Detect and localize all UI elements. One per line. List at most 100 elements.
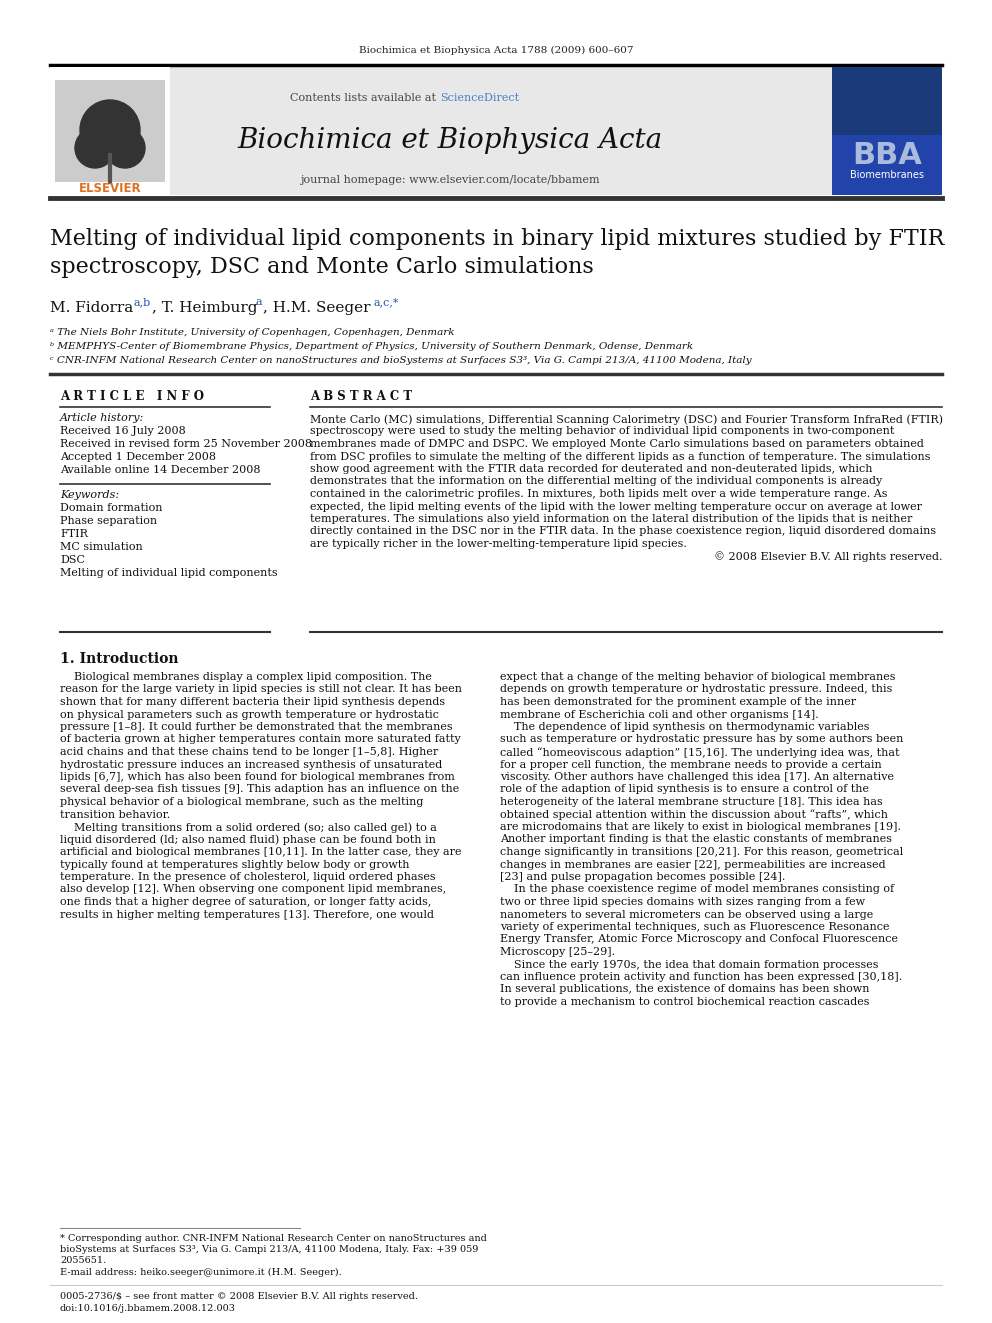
FancyBboxPatch shape [55, 79, 165, 183]
Text: Monte Carlo (MC) simulations, Differential Scanning Calorimetry (DSC) and Fourie: Monte Carlo (MC) simulations, Differenti… [310, 414, 943, 425]
Text: are typically richer in the lower-melting-temperature lipid species.: are typically richer in the lower-meltin… [310, 538, 686, 549]
Text: Keywords:: Keywords: [60, 490, 119, 500]
Text: changes in membranes are easier [22], permeabilities are increased: changes in membranes are easier [22], pe… [500, 860, 886, 869]
Text: hydrostatic pressure induces an increased synthesis of unsaturated: hydrostatic pressure induces an increase… [60, 759, 442, 770]
Text: [23] and pulse propagation becomes possible [24].: [23] and pulse propagation becomes possi… [500, 872, 786, 882]
Text: M. Fidorra: M. Fidorra [50, 302, 138, 315]
Text: Energy Transfer, Atomic Force Microscopy and Confocal Fluorescence: Energy Transfer, Atomic Force Microscopy… [500, 934, 898, 945]
Text: physical behavior of a biological membrane, such as the melting: physical behavior of a biological membra… [60, 796, 424, 807]
Text: lipids [6,7], which has also been found for biological membranes from: lipids [6,7], which has also been found … [60, 773, 455, 782]
Text: A R T I C L E   I N F O: A R T I C L E I N F O [60, 390, 204, 404]
Text: A B S T R A C T: A B S T R A C T [310, 390, 412, 404]
Text: 1. Introduction: 1. Introduction [60, 652, 179, 665]
Text: 0005-2736/$ – see front matter © 2008 Elsevier B.V. All rights reserved.: 0005-2736/$ – see front matter © 2008 El… [60, 1293, 418, 1301]
Text: a: a [255, 296, 262, 307]
Text: temperatures. The simulations also yield information on the lateral distribution: temperatures. The simulations also yield… [310, 515, 913, 524]
Text: Received in revised form 25 November 2008: Received in revised form 25 November 200… [60, 439, 312, 448]
Text: BBA: BBA [852, 140, 922, 169]
Text: acid chains and that these chains tend to be longer [1–5,8]. Higher: acid chains and that these chains tend t… [60, 747, 438, 757]
Circle shape [75, 128, 115, 168]
Text: show good agreement with the FTIR data recorded for deuterated and non-deuterate: show good agreement with the FTIR data r… [310, 464, 873, 474]
Text: artificial and biological membranes [10,11]. In the latter case, they are: artificial and biological membranes [10,… [60, 847, 461, 857]
Text: Biomembranes: Biomembranes [850, 169, 924, 180]
Text: variety of experimental techniques, such as Fluorescence Resonance: variety of experimental techniques, such… [500, 922, 890, 931]
Text: transition behavior.: transition behavior. [60, 810, 171, 819]
Text: Microscopy [25–29].: Microscopy [25–29]. [500, 947, 615, 957]
Text: directly contained in the DSC nor in the FTIR data. In the phase coexistence reg: directly contained in the DSC nor in the… [310, 527, 936, 537]
Text: Since the early 1970s, the idea that domain formation processes: Since the early 1970s, the idea that dom… [500, 959, 879, 970]
Text: Received 16 July 2008: Received 16 July 2008 [60, 426, 186, 437]
Text: Melting of individual lipid components in binary lipid mixtures studied by FTIR
: Melting of individual lipid components i… [50, 228, 944, 278]
Text: expect that a change of the melting behavior of biological membranes: expect that a change of the melting beha… [500, 672, 896, 681]
Text: to provide a mechanism to control biochemical reaction cascades: to provide a mechanism to control bioche… [500, 998, 870, 1007]
Text: Biochimica et Biophysica Acta 1788 (2009) 600–607: Biochimica et Biophysica Acta 1788 (2009… [359, 45, 633, 54]
Text: demonstrates that the information on the differential melting of the individual : demonstrates that the information on the… [310, 476, 882, 487]
Text: membranes made of DMPC and DSPC. We employed Monte Carlo simulations based on pa: membranes made of DMPC and DSPC. We empl… [310, 439, 924, 448]
Text: Melting of individual lipid components: Melting of individual lipid components [60, 568, 278, 578]
Text: from DSC profiles to simulate the melting of the different lipids as a function : from DSC profiles to simulate the meltin… [310, 451, 930, 462]
Text: The dependence of lipid synthesis on thermodynamic variables: The dependence of lipid synthesis on the… [500, 722, 870, 732]
Text: Article history:: Article history: [60, 413, 144, 423]
Text: Biological membranes display a complex lipid composition. The: Biological membranes display a complex l… [60, 672, 432, 681]
Text: role of the adaption of lipid synthesis is to ensure a control of the: role of the adaption of lipid synthesis … [500, 785, 869, 795]
Text: has been demonstrated for the prominent example of the inner: has been demonstrated for the prominent … [500, 697, 856, 706]
Text: In several publications, the existence of domains has been shown: In several publications, the existence o… [500, 984, 870, 995]
Text: pressure [1–8]. It could further be demonstrated that the membranes: pressure [1–8]. It could further be demo… [60, 722, 452, 732]
Text: temperature. In the presence of cholesterol, liquid ordered phases: temperature. In the presence of choleste… [60, 872, 435, 882]
Text: Contents lists available at: Contents lists available at [291, 93, 440, 103]
Text: on physical parameters such as growth temperature or hydrostatic: on physical parameters such as growth te… [60, 709, 439, 720]
Text: ᶜ CNR-INFM National Research Center on nanoStructures and bioSystems at Surfaces: ᶜ CNR-INFM National Research Center on n… [50, 356, 752, 365]
Text: DSC: DSC [60, 556, 85, 565]
Text: liquid disordered (ld; also named fluid) phase can be found both in: liquid disordered (ld; also named fluid)… [60, 835, 435, 845]
Text: MC simulation: MC simulation [60, 542, 143, 552]
Text: contained in the calorimetric profiles. In mixtures, both lipids melt over a wid: contained in the calorimetric profiles. … [310, 490, 888, 499]
Text: such as temperature or hydrostatic pressure has by some authors been: such as temperature or hydrostatic press… [500, 734, 904, 745]
Text: change significantly in transitions [20,21]. For this reason, geometrical: change significantly in transitions [20,… [500, 847, 904, 857]
Text: obtained special attention within the discussion about “rafts”, which: obtained special attention within the di… [500, 810, 888, 820]
Text: spectroscopy were used to study the melting behavior of individual lipid compone: spectroscopy were used to study the melt… [310, 426, 895, 437]
Text: one finds that a higher degree of saturation, or longer fatty acids,: one finds that a higher degree of satura… [60, 897, 432, 908]
Text: Biochimica et Biophysica Acta: Biochimica et Biophysica Acta [237, 127, 663, 153]
Text: In the phase coexistence regime of model membranes consisting of: In the phase coexistence regime of model… [500, 885, 894, 894]
Text: depends on growth temperature or hydrostatic pressure. Indeed, this: depends on growth temperature or hydrost… [500, 684, 893, 695]
Text: Accepted 1 December 2008: Accepted 1 December 2008 [60, 452, 216, 462]
Text: several deep-sea fish tissues [9]. This adaption has an influence on the: several deep-sea fish tissues [9]. This … [60, 785, 459, 795]
Text: viscosity. Other authors have challenged this idea [17]. An alternative: viscosity. Other authors have challenged… [500, 773, 894, 782]
Text: also develop [12]. When observing one component lipid membranes,: also develop [12]. When observing one co… [60, 885, 446, 894]
FancyBboxPatch shape [50, 67, 942, 194]
Text: * Corresponding author. CNR-INFM National Research Center on nanoStructures and: * Corresponding author. CNR-INFM Nationa… [60, 1234, 487, 1244]
Text: , H.M. Seeger: , H.M. Seeger [263, 302, 375, 315]
Text: expected, the lipid melting events of the lipid with the lower melting temperatu: expected, the lipid melting events of th… [310, 501, 922, 512]
Text: ᵃ The Niels Bohr Institute, University of Copenhagen, Copenhagen, Denmark: ᵃ The Niels Bohr Institute, University o… [50, 328, 454, 337]
Text: © 2008 Elsevier B.V. All rights reserved.: © 2008 Elsevier B.V. All rights reserved… [713, 552, 942, 562]
Text: results in higher melting temperatures [13]. Therefore, one would: results in higher melting temperatures [… [60, 909, 434, 919]
Text: membrane of Escherichia coli and other organisms [14].: membrane of Escherichia coli and other o… [500, 709, 818, 720]
FancyBboxPatch shape [832, 135, 942, 194]
Text: Phase separation: Phase separation [60, 516, 157, 527]
Text: , T. Heimburg: , T. Heimburg [152, 302, 262, 315]
Text: journal homepage: www.elsevier.com/locate/bbamem: journal homepage: www.elsevier.com/locat… [301, 175, 600, 185]
Text: nanometers to several micrometers can be observed using a large: nanometers to several micrometers can be… [500, 909, 873, 919]
Text: a,b: a,b [134, 296, 151, 307]
Text: Another important finding is that the elastic constants of membranes: Another important finding is that the el… [500, 835, 892, 844]
Text: for a proper cell function, the membrane needs to provide a certain: for a proper cell function, the membrane… [500, 759, 882, 770]
Text: Melting transitions from a solid ordered (so; also called gel) to a: Melting transitions from a solid ordered… [60, 822, 436, 832]
Text: Domain formation: Domain formation [60, 503, 163, 513]
Text: shown that for many different bacteria their lipid synthesis depends: shown that for many different bacteria t… [60, 697, 445, 706]
Text: heterogeneity of the lateral membrane structure [18]. This idea has: heterogeneity of the lateral membrane st… [500, 796, 883, 807]
Text: called “homeoviscous adaption” [15,16]. The underlying idea was, that: called “homeoviscous adaption” [15,16]. … [500, 747, 900, 758]
Text: ScienceDirect: ScienceDirect [440, 93, 519, 103]
Text: two or three lipid species domains with sizes ranging from a few: two or three lipid species domains with … [500, 897, 865, 908]
Text: E-mail address: heiko.seeger@unimore.it (H.M. Seeger).: E-mail address: heiko.seeger@unimore.it … [60, 1267, 342, 1277]
Text: doi:10.1016/j.bbamem.2008.12.003: doi:10.1016/j.bbamem.2008.12.003 [60, 1304, 236, 1312]
Text: Available online 14 December 2008: Available online 14 December 2008 [60, 464, 261, 475]
Text: ELSEVIER: ELSEVIER [78, 181, 141, 194]
Text: 2055651.: 2055651. [60, 1256, 106, 1265]
Text: of bacteria grown at higher temperatures contain more saturated fatty: of bacteria grown at higher temperatures… [60, 734, 460, 745]
Circle shape [80, 101, 140, 160]
Text: reason for the large variety in lipid species is still not clear. It has been: reason for the large variety in lipid sp… [60, 684, 462, 695]
FancyBboxPatch shape [832, 67, 942, 194]
Text: FTIR: FTIR [60, 529, 88, 538]
Text: bioSystems at Surfaces S3³, Via G. Campi 213/A, 41100 Modena, Italy. Fax: +39 05: bioSystems at Surfaces S3³, Via G. Campi… [60, 1245, 478, 1254]
FancyBboxPatch shape [50, 67, 170, 194]
